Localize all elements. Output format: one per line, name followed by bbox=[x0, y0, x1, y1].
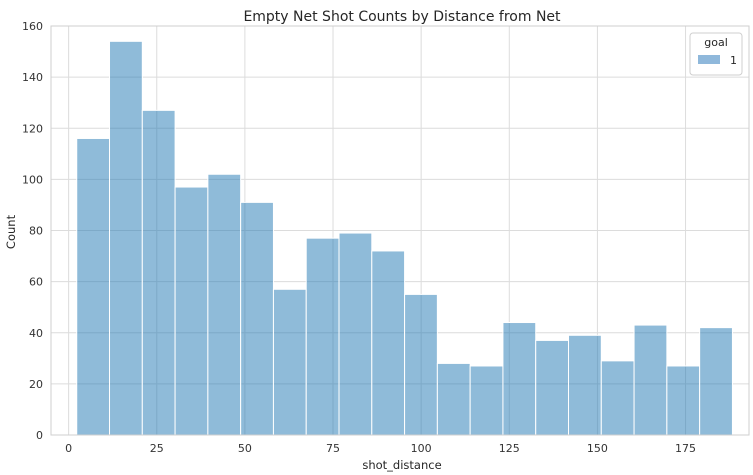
histogram-bar bbox=[633, 324, 668, 436]
chart-title: Empty Net Shot Counts by Distance from N… bbox=[243, 9, 561, 25]
histogram-bar bbox=[207, 173, 242, 436]
y-tick-label: 20 bbox=[29, 378, 43, 391]
x-tick-label: 150 bbox=[587, 442, 608, 455]
x-axis-label: shot_distance bbox=[362, 458, 441, 472]
y-tick-label: 140 bbox=[22, 71, 43, 84]
histogram-bar bbox=[305, 237, 340, 436]
histogram-bar bbox=[535, 339, 570, 436]
histogram-bar bbox=[338, 232, 373, 436]
histogram-bar bbox=[502, 322, 537, 436]
x-tick-label: 25 bbox=[150, 442, 164, 455]
histogram-bar bbox=[109, 40, 143, 436]
y-tick-label: 60 bbox=[29, 276, 43, 289]
y-axis-label: Count bbox=[4, 214, 18, 249]
x-tick-label: 50 bbox=[238, 442, 252, 455]
histogram-bar bbox=[666, 365, 701, 436]
histogram-bar bbox=[371, 250, 406, 436]
y-tick-label: 120 bbox=[22, 122, 43, 135]
y-tick-label: 100 bbox=[22, 173, 43, 186]
plot-frame bbox=[50, 25, 750, 436]
histogram-bar bbox=[568, 334, 602, 436]
y-tick-label: 160 bbox=[22, 20, 43, 33]
y-tick-label: 80 bbox=[29, 225, 43, 238]
histogram-bar bbox=[600, 360, 635, 436]
legend-entry-1: 1 bbox=[730, 54, 737, 67]
x-tick-label: 175 bbox=[675, 442, 696, 455]
histogram-bar bbox=[240, 201, 274, 436]
histogram-bar bbox=[699, 327, 733, 436]
legend: goal 1 bbox=[689, 32, 743, 76]
y-tick-label: 40 bbox=[29, 327, 43, 340]
y-tick-label: 0 bbox=[36, 429, 43, 442]
x-tick-label: 100 bbox=[411, 442, 432, 455]
legend-swatch-1 bbox=[698, 55, 720, 64]
histogram-bar bbox=[469, 365, 504, 436]
histogram-bar bbox=[404, 293, 438, 436]
histogram-bar bbox=[436, 362, 471, 436]
x-tick-label: 125 bbox=[499, 442, 520, 455]
histogram-bars bbox=[76, 40, 733, 436]
x-tick-labels: 0 25 50 75 100 125 150 175 bbox=[65, 442, 696, 455]
y-tick-labels: 0 20 40 60 80 100 120 140 160 bbox=[22, 20, 43, 442]
histogram-bar bbox=[76, 137, 111, 436]
legend-title: goal bbox=[704, 36, 728, 49]
x-tick-label: 0 bbox=[65, 442, 72, 455]
histogram-bar bbox=[141, 109, 176, 436]
histogram-bar bbox=[174, 186, 209, 436]
legend-box bbox=[689, 32, 743, 76]
histogram-bar bbox=[272, 288, 307, 436]
x-tick-label: 75 bbox=[326, 442, 340, 455]
